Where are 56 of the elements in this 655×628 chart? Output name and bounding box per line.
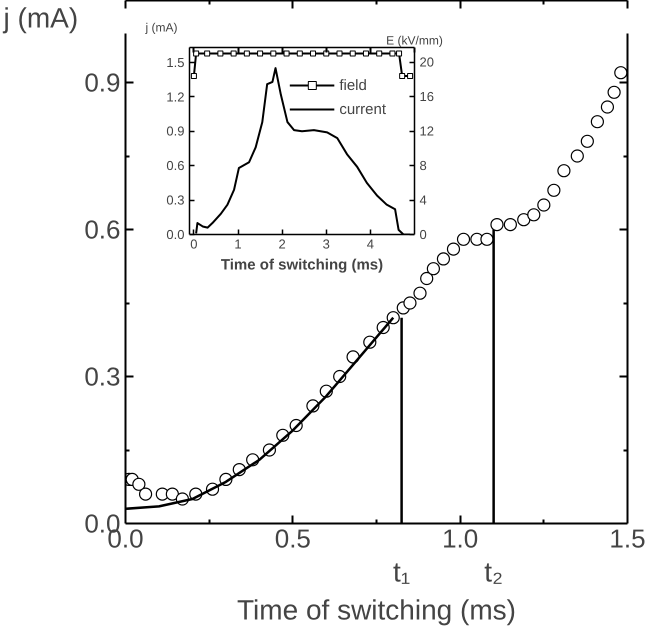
point [426,262,440,276]
point [600,100,614,114]
y-tick-label: 0.6 [166,158,185,174]
y-tick-label: 0.3 [166,192,185,208]
point [138,488,152,501]
x-tick-label: 1.0 [442,524,478,554]
y-tick-label: 0.9 [84,68,121,98]
point [614,66,628,80]
y2-tick-label: 12 [420,124,434,139]
x-tick-label: 1 [234,236,242,252]
point [570,149,584,163]
point [590,115,604,128]
y-axis-title: j (mA) [2,2,78,34]
x-tick-label: 1.5 [609,524,646,554]
point [537,198,550,212]
point [446,242,460,256]
y2-tick-label: 8 [420,158,427,174]
point [527,208,540,222]
x-axis-title: Time of switching (ms) [220,256,384,274]
x-tick-label: 3 [322,236,330,252]
x-tick-label: 0 [190,236,198,252]
point [490,218,504,232]
point [557,164,571,178]
y-tick-label: 0.6 [84,214,121,244]
legend-label: current [339,100,386,118]
x-axis-title: Time of switching (ms) [237,594,516,626]
y2-axis-title: E (kV/mm) [386,34,443,48]
point [517,213,530,226]
text: t₁ [392,556,410,588]
point [480,232,494,246]
y2-tick-label: 0 [420,227,427,242]
point [403,296,417,310]
x-tick-label: 0.5 [274,524,311,554]
y-tick-label: 1.5 [166,54,185,70]
y2-tick-label: 20 [420,54,434,70]
y-axis-title: j (mA) [144,20,178,34]
x-tick-label: 2 [278,236,286,252]
point [580,134,594,148]
point [547,184,560,197]
point [166,488,179,501]
point [436,252,450,266]
point [608,86,621,99]
y2-tick-label: 4 [420,192,427,208]
point [413,286,427,300]
point [456,232,470,246]
y-tick-label: 1.2 [166,89,185,104]
x-tick-label: 4 [366,236,374,252]
legend-label: field [339,76,367,94]
y-tick-label: 0.0 [166,227,185,242]
point [132,478,146,491]
y2-tick-label: 16 [420,89,434,104]
y-tick-label: 0.9 [166,124,185,139]
point [504,218,517,232]
point [420,272,434,286]
y-tick-label: 0.3 [84,362,121,392]
text: t₂ [484,556,503,588]
